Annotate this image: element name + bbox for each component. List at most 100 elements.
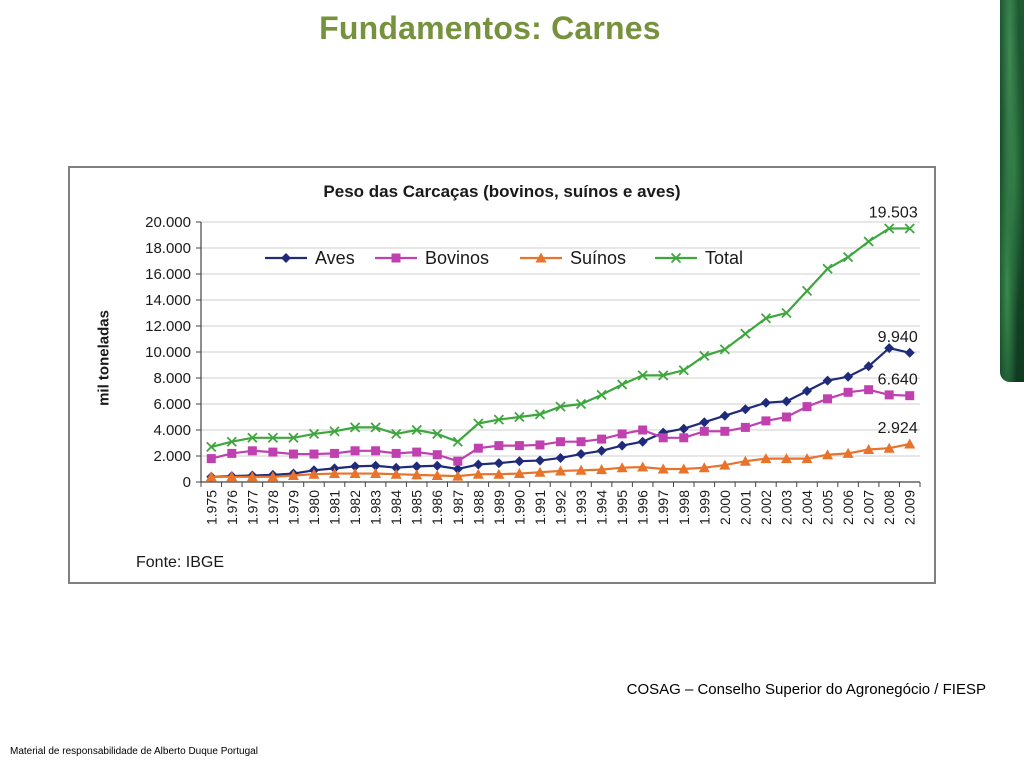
x-tick-label: 1.993 xyxy=(573,490,589,525)
data-point-total xyxy=(740,328,751,339)
data-point-su-nos xyxy=(308,468,320,479)
x-tick-label: 1.992 xyxy=(553,490,569,525)
data-point-total xyxy=(493,414,505,425)
data-point-total xyxy=(452,436,463,447)
x-tick-label: 1.981 xyxy=(327,490,343,525)
data-point-aves xyxy=(370,460,381,471)
data-point-aves xyxy=(699,417,710,428)
data-point-bovinos xyxy=(699,426,709,436)
data-label: 19.503 xyxy=(869,204,918,221)
x-tick-label: 2.007 xyxy=(861,490,877,525)
data-point-su-nos xyxy=(267,471,279,482)
data-point-aves xyxy=(473,459,484,470)
data-point-su-nos xyxy=(863,444,875,454)
data-point-su-nos xyxy=(678,463,690,474)
data-point-bovinos xyxy=(453,456,463,466)
x-tick-label: 2.009 xyxy=(902,490,918,525)
x-tick-label: 1.996 xyxy=(635,490,651,525)
data-point-su-nos xyxy=(329,468,341,479)
data-point-aves xyxy=(719,410,730,421)
data-point-bovinos xyxy=(597,434,607,444)
data-point-su-nos xyxy=(904,438,916,449)
data-point-aves xyxy=(678,423,689,434)
x-tick-label: 1.976 xyxy=(224,490,240,525)
data-point-su-nos xyxy=(555,465,566,476)
data-point-su-nos xyxy=(287,470,299,480)
data-point-aves xyxy=(391,462,402,473)
data-point-aves xyxy=(802,386,813,396)
data-point-total xyxy=(308,428,320,440)
x-tick-label: 1.995 xyxy=(614,490,630,525)
data-point-aves xyxy=(555,452,566,463)
data-point-total xyxy=(719,344,730,355)
data-point-total xyxy=(329,426,340,437)
data-point-total xyxy=(514,411,525,423)
data-point-total xyxy=(842,251,854,263)
data-point-bovinos xyxy=(268,447,278,457)
data-point-total xyxy=(781,307,792,319)
data-point-aves xyxy=(904,347,915,358)
data-point-bovinos xyxy=(309,449,319,459)
data-point-su-nos xyxy=(472,468,484,479)
data-point-total xyxy=(288,432,299,443)
data-point-aves xyxy=(863,361,874,372)
data-point-su-nos xyxy=(493,468,505,479)
data-label: 6.640 xyxy=(878,372,918,389)
data-point-bovinos xyxy=(412,447,422,457)
x-tick-label: 1.984 xyxy=(388,490,404,525)
data-point-bovinos xyxy=(823,394,833,404)
data-point-aves xyxy=(617,440,628,451)
footer-text: Material de responsabilidade de Alberto … xyxy=(10,746,258,757)
data-point-total xyxy=(206,441,217,453)
data-point-aves xyxy=(514,456,525,467)
data-point-total xyxy=(904,223,915,234)
x-tick-label: 1.997 xyxy=(655,490,671,525)
data-point-su-nos xyxy=(370,468,382,479)
data-point-aves xyxy=(760,397,771,408)
y-tick-label: 18.000 xyxy=(145,240,191,257)
y-tick-label: 6.000 xyxy=(153,396,191,413)
chart-frame: 0 2.000 4.000 6.000 8.000 10.000 12.000 14.000 1… xyxy=(68,166,936,584)
legend-marker xyxy=(670,252,682,264)
data-point-total xyxy=(247,432,258,443)
data-point-su-nos xyxy=(452,470,464,481)
x-tick-label: 1.975 xyxy=(203,490,219,525)
data-point-total xyxy=(534,409,546,420)
data-point-aves xyxy=(350,461,361,472)
data-point-total xyxy=(411,424,422,436)
y-tick-label: 2.000 xyxy=(153,448,191,465)
data-point-aves xyxy=(493,458,504,469)
x-tick-label: 1.994 xyxy=(594,490,610,525)
data-point-su-nos xyxy=(513,468,525,479)
data-point-aves xyxy=(740,404,751,415)
data-point-su-nos xyxy=(575,464,587,475)
data-point-su-nos xyxy=(637,461,649,472)
data-point-bovinos xyxy=(576,437,586,447)
data-point-bovinos xyxy=(535,440,545,450)
y-tick-label: 14.000 xyxy=(145,292,191,309)
data-point-su-nos xyxy=(616,462,628,473)
data-point-su-nos xyxy=(226,471,238,482)
x-tick-label: 1.983 xyxy=(368,490,384,525)
y-tick-label: 4.000 xyxy=(153,422,191,439)
x-tick-label: 1.977 xyxy=(244,490,260,525)
data-point-total xyxy=(555,401,566,412)
x-tick-label: 1.999 xyxy=(696,490,712,525)
data-point-bovinos xyxy=(905,391,915,401)
data-point-total xyxy=(267,432,279,443)
data-point-total xyxy=(575,398,587,410)
data-point-bovinos xyxy=(638,425,648,435)
data-point-bovinos xyxy=(473,443,483,453)
data-point-bovinos xyxy=(206,454,216,464)
data-point-su-nos xyxy=(842,447,854,458)
x-tick-label: 1.987 xyxy=(450,490,466,525)
x-tick-label: 2.005 xyxy=(820,490,836,525)
data-point-aves xyxy=(411,461,422,472)
x-tick-label: 1.989 xyxy=(491,490,507,525)
legend-label: Bovinos xyxy=(425,248,489,268)
x-tick-label: 2.000 xyxy=(717,490,733,525)
data-point-aves xyxy=(452,464,463,474)
data-point-bovinos xyxy=(617,429,627,439)
data-point-total xyxy=(884,223,895,234)
data-label: 9.940 xyxy=(878,329,918,346)
